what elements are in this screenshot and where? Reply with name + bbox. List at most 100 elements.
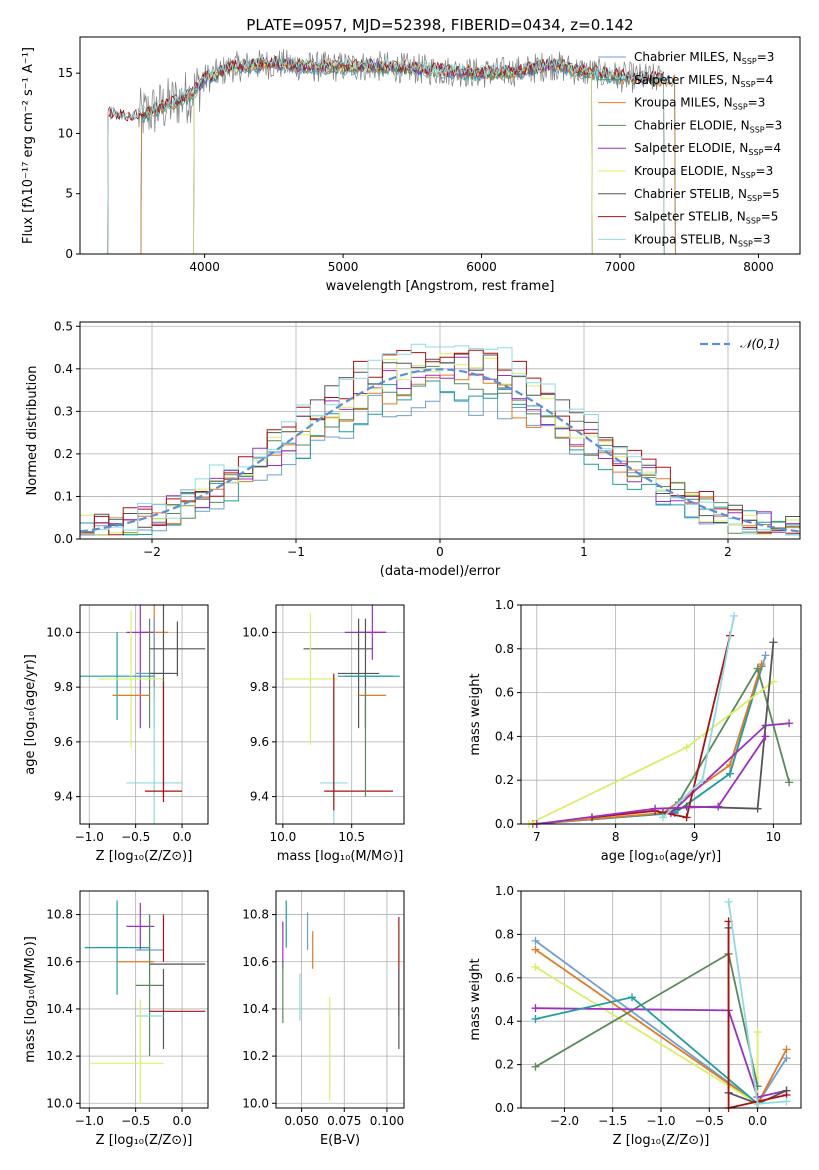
massweight_vs_age-marker: [714, 802, 723, 811]
mass_vs_ebv-ytick-label: 10.4: [242, 1002, 269, 1016]
massweight_vs_age-marker: [769, 677, 778, 686]
legend-eq: =3: [757, 50, 775, 64]
residuals-ylabel: Normed distribution: [25, 366, 40, 496]
residuals-xtick-label: −2: [143, 545, 161, 559]
massweight_vs_age-frame: [520, 604, 802, 825]
spectrum-model-chabrier_stelib: [107, 55, 665, 254]
massweight_vs_age-series-chabrier_stelib: [662, 642, 775, 814]
spectrum-frame: [79, 36, 801, 255]
legend-eq: =5: [762, 187, 780, 201]
spectrum-model-salpeter_elodie: [193, 56, 593, 254]
histogram-salpeter_elodie: [80, 356, 800, 536]
mass_vs_ebv-xtick-label: 0.100: [370, 1114, 404, 1128]
mass_vs_z-ytick-label: 10.2: [46, 1049, 73, 1063]
spectrum-model-kroupa_elodie: [193, 56, 593, 254]
legend-eq: =4: [763, 141, 781, 155]
age_vs_z-ytick-label: 9.8: [54, 680, 73, 694]
massweight_vs_z-marker: [531, 945, 540, 954]
legend-label-kroupa_stelib: Kroupa STELIB, NSSP=3: [634, 232, 771, 248]
residuals-ytick-label: 0.5: [54, 319, 73, 333]
massweight_vs_age-marker: [761, 651, 770, 660]
legend-label-chabrier_stelib: Chabrier STELIB, NSSP=5: [634, 187, 780, 203]
massweight_vs_age-ytick-label: 0.6: [495, 686, 514, 700]
gaussian-curve: [80, 368, 800, 533]
legend-label-salpeter_miles: Salpeter MILES, NSSP=4: [634, 73, 773, 89]
residuals-ytick-label: 0.3: [54, 404, 73, 418]
gaussian-legend-label: 𝒩(0,1): [740, 337, 780, 351]
spectrum-model-salpeter_stelib: [107, 56, 665, 254]
legend-sub: SSP: [742, 57, 757, 66]
spectrum-model-chabrier_elodie: [193, 58, 593, 254]
residuals-ytick-label: 0.2: [54, 447, 73, 461]
massweight_vs_z-marker: [782, 1045, 791, 1054]
massweight_vs_age-ytick-label: 0.4: [495, 729, 514, 743]
massweight_vs_z-ytick-label: 0.8: [495, 927, 514, 941]
mass_vs_z-ytick-label: 10.4: [46, 1002, 73, 1016]
age_vs_mass-panel: 10.0 10.5 9.4 9.6 9.8 10.0 mass [log₁₀(M/M⊙)]: [242, 604, 405, 864]
massweight_vs_age-marker: [769, 638, 778, 647]
age_vs_mass-ytick-label: 9.4: [250, 790, 269, 804]
massweight_vs_z-ytick-label: 0.4: [495, 1014, 514, 1028]
spectrum-model-kroupa_stelib: [107, 55, 665, 254]
massweight_vs_z-ytick-label: 1.0: [495, 884, 514, 898]
massweight_vs_z-xlabel: Z [log₁₀(Z/Z⊙)]: [613, 1133, 710, 1148]
legend-eq: =3: [765, 118, 783, 132]
massweight_vs_z-marker: [531, 936, 540, 945]
massweight_vs_z-marker: [628, 993, 637, 1002]
mass_vs_z-ytick-label: 10.8: [46, 908, 73, 922]
age_vs_z-xtick-label: −1.0: [75, 830, 104, 844]
spectrum-ytick-label: 15: [58, 66, 73, 80]
mass_vs_z-xlabel: Z [log₁₀(Z/Z⊙)]: [96, 1133, 193, 1148]
massweight_vs_age-series-salpeter_elodie: [536, 735, 767, 825]
massweight_vs_z-marker: [531, 1004, 540, 1013]
spectrum-data-line: [137, 49, 662, 134]
residuals-ytick-label: 0.0: [54, 532, 73, 546]
age_vs_mass-ytick-label: 9.6: [250, 735, 269, 749]
massweight_vs_age-ytick-label: 0.2: [495, 773, 514, 787]
legend-eq: =3: [756, 164, 774, 178]
massweight_vs_z-series-salpeter_miles: [535, 996, 759, 1105]
legend-eq: =5: [761, 210, 779, 224]
massweight_vs_age-xtick-label: 10: [766, 830, 781, 844]
mass_vs_ebv-panel: 0.050 0.075 0.100 10.0 10.2 10.4 10.6 10.8 E(B-V…: [242, 890, 405, 1148]
massweight_vs_age-marker: [698, 776, 707, 785]
spectrum-xtick-label: 8000: [743, 260, 774, 274]
age_vs_z-xlabel: Z [log₁₀(Z/Z⊙)]: [96, 849, 193, 864]
mass_vs_ebv-ytick-label: 10.8: [242, 908, 269, 922]
residuals-frame: [79, 321, 801, 540]
massweight_vs_z-xtick-label: −1.0: [646, 1114, 675, 1128]
legend-eq: =4: [756, 73, 774, 87]
legend-sub: SSP: [741, 171, 756, 180]
massweight_vs_z-marker: [531, 962, 540, 971]
mass_vs_z-ytick-label: 10.0: [46, 1096, 73, 1110]
spectrum-xtick-label: 6000: [466, 260, 497, 274]
mass_vs_ebv-ytick-label: 10.2: [242, 1049, 269, 1063]
age_vs_z-xtick-label: 0.0: [172, 830, 191, 844]
legend-sub: SSP: [733, 103, 748, 112]
spectrum-ytick-label: 10: [58, 126, 73, 140]
massweight_vs_z-marker: [724, 897, 733, 906]
massweight_vs_age-marker: [726, 760, 735, 769]
mass_vs_ebv-ytick-label: 10.6: [242, 955, 269, 969]
massweight_vs_z-marker: [753, 1099, 762, 1108]
legend-label-salpeter_elodie: Salpeter ELODIE, NSSP=4: [634, 141, 781, 157]
residuals-xtick-label: 2: [724, 545, 732, 559]
massweight_vs_age-marker: [682, 813, 691, 822]
age_vs_mass-xlabel: mass [log₁₀(M/M⊙)]: [277, 849, 404, 864]
massweight_vs_age-marker: [729, 611, 738, 620]
massweight_vs_age-marker: [785, 719, 794, 728]
spectrum-legend: Chabrier MILES, NSSP=3 Salpeter MILES, NS…: [598, 50, 782, 248]
spectrum-model-salpeter_miles: [140, 58, 676, 254]
residuals-xtick-label: 0: [436, 545, 444, 559]
massweight_vs_age-series-salpeter_miles: [532, 666, 763, 825]
massweight_vs_age-marker: [761, 732, 770, 741]
massweight_vs_age-marker: [785, 778, 794, 787]
spectrum-ytick-label: 0: [65, 247, 73, 261]
legend-sub: SSP: [741, 80, 756, 89]
legend-sub: SSP: [747, 194, 762, 203]
massweight_vs_age-marker: [658, 813, 667, 822]
residuals-xlabel: (data-model)/error: [380, 564, 501, 579]
legend-sub: SSP: [738, 239, 753, 248]
massweight_vs_z-marker: [753, 1028, 762, 1037]
